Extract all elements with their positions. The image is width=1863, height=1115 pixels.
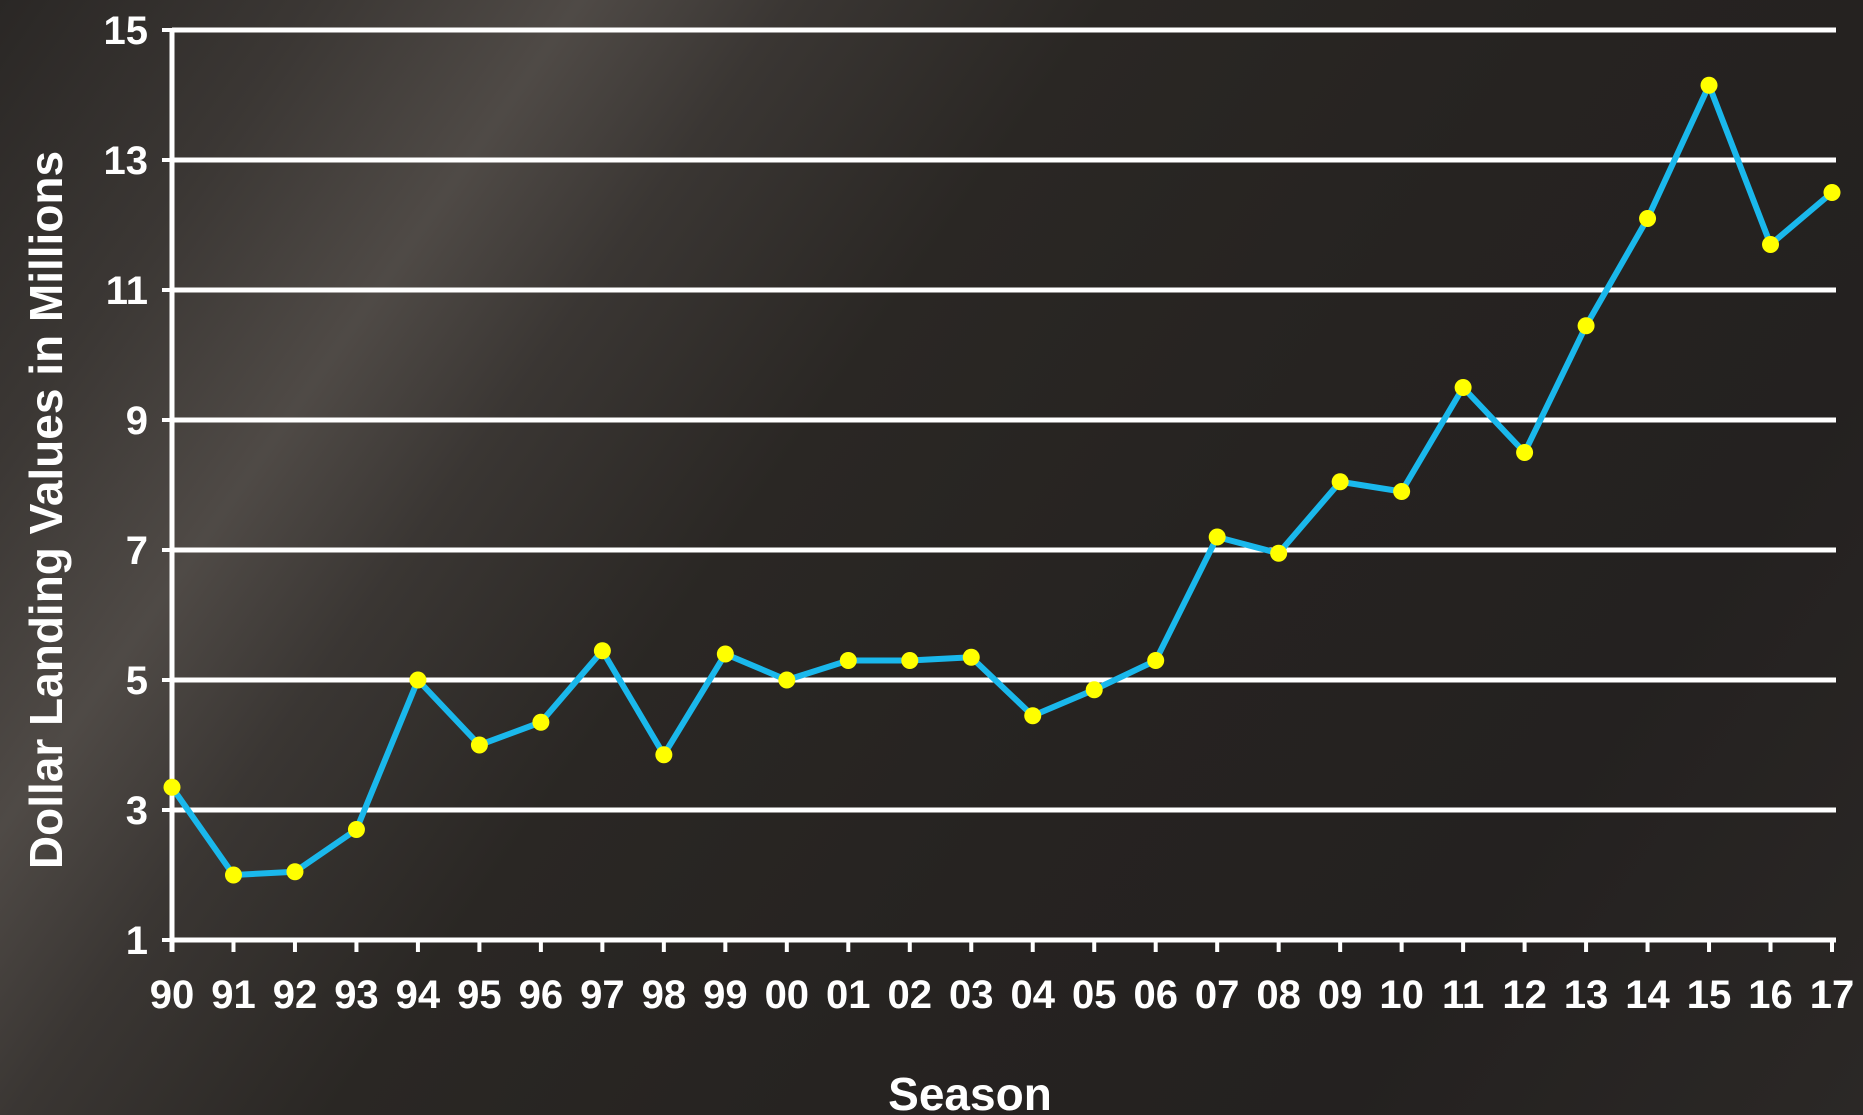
y-tick-label: 9 xyxy=(126,399,148,443)
series-line xyxy=(169,82,1835,878)
axes xyxy=(162,28,1836,952)
y-axis-title: Dollar Landing Values in Millions xyxy=(20,151,72,869)
data-point-94 xyxy=(409,671,427,689)
x-tick-label: 09 xyxy=(1318,973,1363,1017)
y-tick-label: 15 xyxy=(104,9,149,53)
x-tick-label: 13 xyxy=(1564,973,1609,1017)
data-point-10 xyxy=(1393,483,1411,500)
x-tick-label: 01 xyxy=(826,973,871,1017)
x-tick-label: 03 xyxy=(949,973,994,1017)
x-tick-label: 06 xyxy=(1133,973,1178,1017)
x-tick-label: 97 xyxy=(580,973,625,1017)
x-tick-label: 10 xyxy=(1379,973,1424,1017)
data-point-98 xyxy=(655,746,673,764)
y-tick-label: 1 xyxy=(126,919,148,963)
data-point-93 xyxy=(347,821,365,838)
data-point-96 xyxy=(532,713,550,731)
data-point-03 xyxy=(962,648,980,666)
y-tick-label: 7 xyxy=(126,529,148,573)
x-axis-title: Season xyxy=(888,1068,1052,1115)
x-tick-label: 05 xyxy=(1072,973,1117,1017)
x-tick-label: 17 xyxy=(1810,973,1855,1017)
data-point-00 xyxy=(778,671,796,689)
data-point-90 xyxy=(163,778,181,796)
data-point-05 xyxy=(1085,681,1103,699)
data-point-92 xyxy=(286,863,304,881)
x-tick-label: 99 xyxy=(703,973,748,1017)
x-tick-label: 94 xyxy=(396,973,441,1017)
y-tick-label: 13 xyxy=(104,139,149,183)
y-tick-label: 11 xyxy=(106,269,148,313)
x-tick-label: 14 xyxy=(1625,973,1670,1017)
x-tick-label: 16 xyxy=(1748,973,1793,1017)
x-tick-label: 98 xyxy=(642,973,687,1017)
x-tick-label: 08 xyxy=(1256,973,1301,1017)
data-point-13 xyxy=(1577,317,1595,335)
data-point-04 xyxy=(1024,707,1042,725)
x-tick-label: 11 xyxy=(1442,973,1484,1017)
x-tick-label: 90 xyxy=(150,973,195,1017)
x-tick-label: 04 xyxy=(1010,973,1055,1017)
data-point-99 xyxy=(716,645,734,663)
x-tick-label: 02 xyxy=(888,973,933,1017)
x-tick-label: 95 xyxy=(457,973,502,1017)
data-point-08 xyxy=(1270,544,1288,562)
data-point-16 xyxy=(1762,236,1780,253)
data-point-09 xyxy=(1331,473,1349,491)
x-tick-label: 00 xyxy=(765,973,810,1017)
data-point-14 xyxy=(1639,210,1657,227)
x-tick-label: 91 xyxy=(211,973,256,1017)
data-point-95 xyxy=(470,736,488,754)
data-point-02 xyxy=(901,652,919,669)
series xyxy=(163,76,1841,884)
grid-lines xyxy=(172,27,1836,813)
x-tick-label: 96 xyxy=(519,973,564,1017)
data-point-06 xyxy=(1147,652,1165,669)
data-point-91 xyxy=(224,866,242,884)
data-point-97 xyxy=(593,642,611,660)
x-tick-label: 93 xyxy=(334,973,379,1017)
data-point-11 xyxy=(1454,379,1472,396)
y-tick-label: 5 xyxy=(126,659,148,703)
data-point-01 xyxy=(839,652,857,669)
x-tick-label: 92 xyxy=(273,973,318,1017)
x-tick-labels: 90 91 92 93 94 95 96 97 98 99 00 01 02 03 04 05 06 07 08 09… xyxy=(150,973,1855,1017)
data-point-15 xyxy=(1700,76,1718,94)
data-point-17 xyxy=(1823,184,1841,201)
y-tick-label: 3 xyxy=(126,789,148,833)
x-tick-label: 15 xyxy=(1687,973,1732,1017)
data-point-07 xyxy=(1208,528,1226,546)
data-point-12 xyxy=(1516,444,1534,461)
x-tick-label: 07 xyxy=(1195,973,1240,1017)
x-tick-label: 12 xyxy=(1502,973,1547,1017)
